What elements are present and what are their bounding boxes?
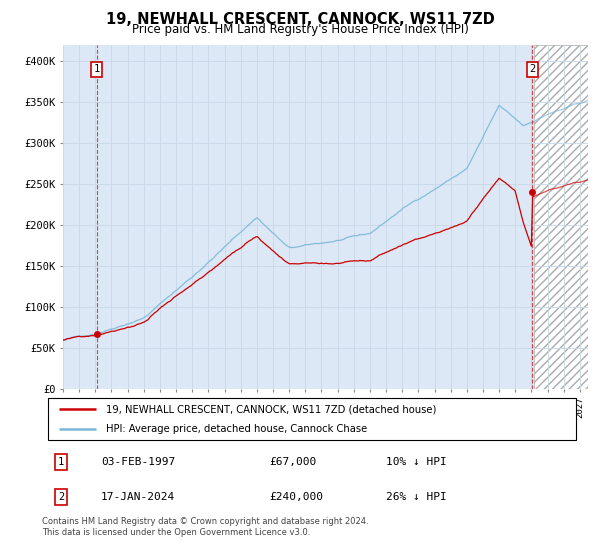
Bar — [534, 45, 588, 389]
Text: 10% ↓ HPI: 10% ↓ HPI — [386, 458, 446, 468]
Text: This data is licensed under the Open Government Licence v3.0.: This data is licensed under the Open Gov… — [42, 529, 310, 538]
Text: 1: 1 — [58, 458, 64, 468]
Text: 17-JAN-2024: 17-JAN-2024 — [101, 492, 175, 502]
Text: 2: 2 — [529, 64, 535, 74]
Text: 19, NEWHALL CRESCENT, CANNOCK, WS11 7ZD (detached house): 19, NEWHALL CRESCENT, CANNOCK, WS11 7ZD … — [106, 404, 436, 414]
Text: 03-FEB-1997: 03-FEB-1997 — [101, 458, 175, 468]
Text: £67,000: £67,000 — [270, 458, 317, 468]
Text: £240,000: £240,000 — [270, 492, 324, 502]
Text: 2: 2 — [58, 492, 64, 502]
Text: Price paid vs. HM Land Registry's House Price Index (HPI): Price paid vs. HM Land Registry's House … — [131, 22, 469, 36]
Text: 19, NEWHALL CRESCENT, CANNOCK, WS11 7ZD: 19, NEWHALL CRESCENT, CANNOCK, WS11 7ZD — [106, 12, 494, 26]
Text: 1: 1 — [94, 64, 100, 74]
Text: Contains HM Land Registry data © Crown copyright and database right 2024.: Contains HM Land Registry data © Crown c… — [42, 517, 368, 526]
Text: 26% ↓ HPI: 26% ↓ HPI — [386, 492, 446, 502]
Text: HPI: Average price, detached house, Cannock Chase: HPI: Average price, detached house, Cann… — [106, 424, 367, 434]
FancyBboxPatch shape — [48, 398, 576, 440]
Bar — [534, 45, 588, 389]
